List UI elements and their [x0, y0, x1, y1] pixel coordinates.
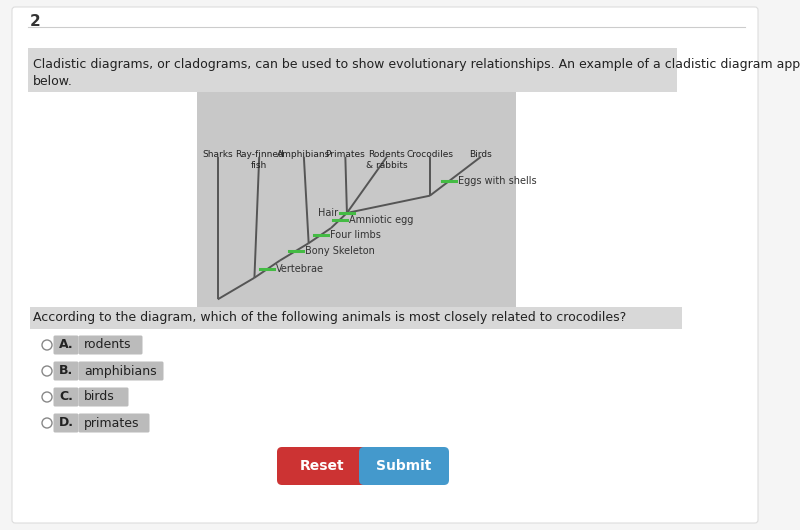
Text: Amniotic egg: Amniotic egg: [349, 215, 413, 225]
Text: Crocodiles: Crocodiles: [406, 151, 454, 160]
Circle shape: [42, 392, 52, 402]
FancyBboxPatch shape: [54, 387, 78, 407]
FancyBboxPatch shape: [54, 413, 78, 432]
FancyBboxPatch shape: [78, 335, 142, 355]
Text: 2: 2: [30, 14, 41, 29]
Text: amphibians: amphibians: [84, 365, 157, 377]
FancyBboxPatch shape: [78, 413, 150, 432]
Text: rodents: rodents: [84, 339, 131, 351]
FancyBboxPatch shape: [12, 7, 758, 523]
Text: Primates: Primates: [326, 151, 366, 160]
Text: birds: birds: [84, 391, 114, 403]
Text: Bony Skeleton: Bony Skeleton: [305, 246, 374, 256]
FancyBboxPatch shape: [359, 447, 449, 485]
Text: A.: A.: [58, 339, 74, 351]
Bar: [30, 307, 682, 329]
Text: Eggs with shells: Eggs with shells: [458, 176, 537, 186]
FancyBboxPatch shape: [54, 335, 78, 355]
Circle shape: [42, 340, 52, 350]
Text: D.: D.: [58, 417, 74, 429]
Text: Ray-finned
fish: Ray-finned fish: [235, 151, 283, 170]
Text: According to the diagram, which of the following animals is most closely related: According to the diagram, which of the f…: [33, 311, 626, 323]
FancyBboxPatch shape: [78, 387, 129, 407]
FancyBboxPatch shape: [54, 361, 78, 381]
Text: Submit: Submit: [376, 459, 432, 473]
Text: C.: C.: [59, 391, 73, 403]
Text: Birds: Birds: [470, 151, 492, 160]
Circle shape: [42, 366, 52, 376]
Text: Cladistic diagrams, or cladograms, can be used to show evolutionary relationship: Cladistic diagrams, or cladograms, can b…: [33, 58, 800, 88]
Text: Rodents
& rabbits: Rodents & rabbits: [366, 151, 408, 170]
Text: Four limbs: Four limbs: [330, 230, 381, 240]
FancyBboxPatch shape: [28, 48, 677, 92]
Text: Reset: Reset: [300, 459, 344, 473]
Text: Amphibians: Amphibians: [278, 151, 330, 160]
Circle shape: [42, 418, 52, 428]
FancyBboxPatch shape: [277, 447, 367, 485]
Text: Sharks: Sharks: [202, 151, 233, 160]
Bar: [197, 92, 516, 308]
Text: Vertebrae: Vertebrae: [276, 264, 324, 274]
Text: Hair: Hair: [318, 208, 338, 218]
FancyBboxPatch shape: [78, 361, 163, 381]
Text: B.: B.: [59, 365, 73, 377]
Text: primates: primates: [84, 417, 139, 429]
